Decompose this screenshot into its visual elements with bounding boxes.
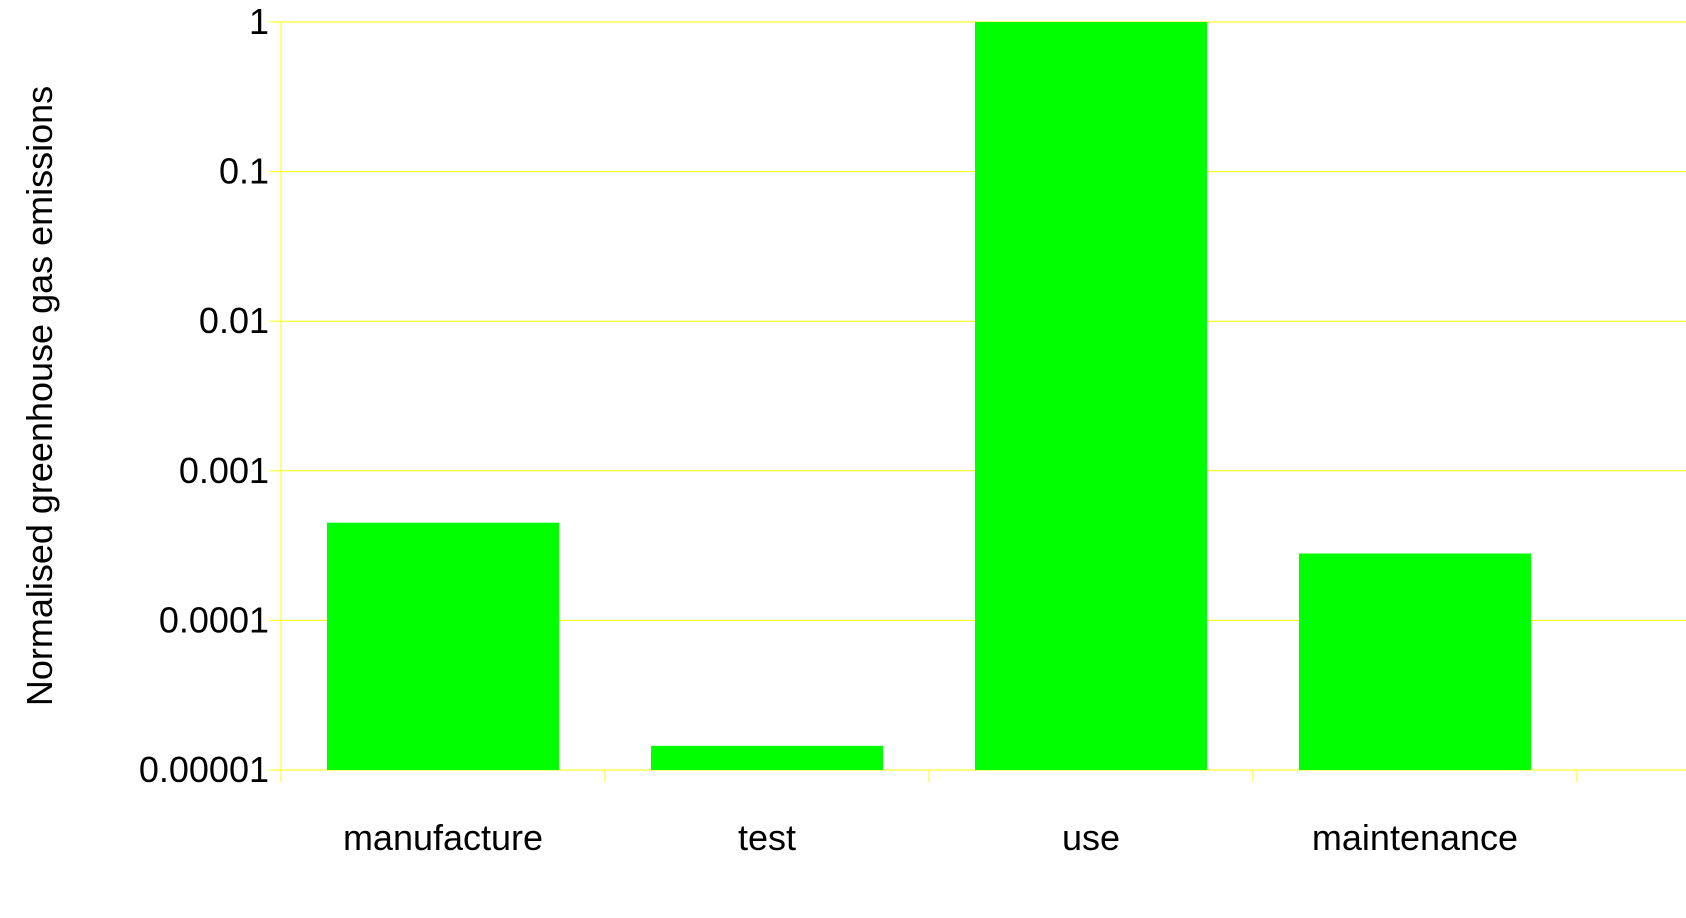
y-tick-label: 0.001	[179, 450, 269, 491]
bar-manufacture	[327, 522, 559, 770]
y-tick-labels: 0.00001 0.0001 0.001 0.01 0.1 1	[139, 1, 269, 790]
bars	[327, 22, 1531, 770]
y-tick-label: 1	[249, 1, 269, 42]
x-tick-label-test: test	[738, 817, 796, 858]
y-tick-label: 0.0001	[159, 599, 269, 640]
y-tick-label: 0.1	[219, 151, 269, 192]
bar-use	[975, 22, 1207, 770]
y-tick-label: 0.00001	[139, 749, 269, 790]
bar-test	[651, 745, 883, 770]
y-axis-title: Normalised greenhouse gas emissions	[19, 86, 60, 706]
y-tick-label: 0.01	[199, 300, 269, 341]
x-tick-label-maintenance: maintenance	[1312, 817, 1518, 858]
bar-maintenance	[1299, 553, 1531, 770]
x-tick-label-use: use	[1062, 817, 1120, 858]
x-tick-label-manufacture: manufacture	[343, 817, 543, 858]
x-tick-labels: manufacture test use maintenance	[343, 817, 1518, 858]
